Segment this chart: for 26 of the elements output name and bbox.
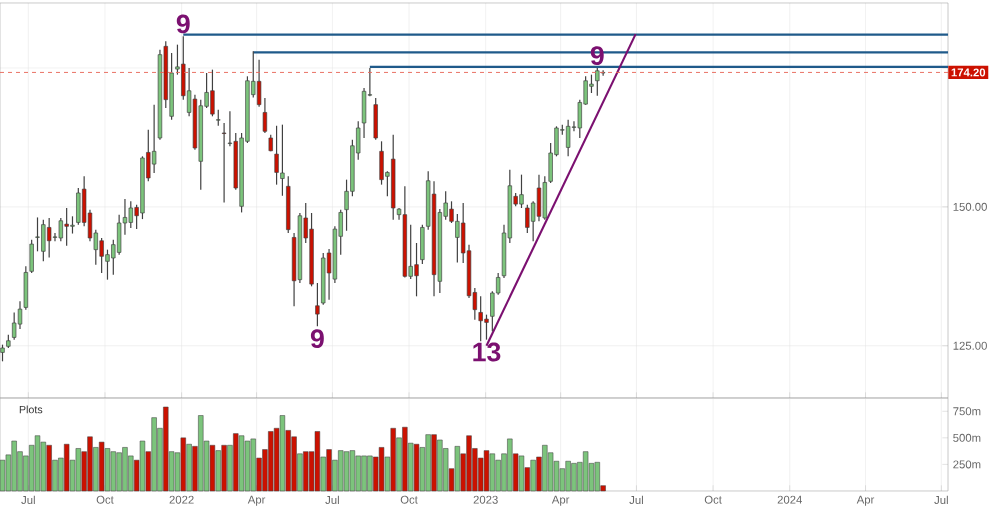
annotation: Plots bbox=[19, 405, 43, 414]
y-tick-label: 250m bbox=[953, 460, 981, 469]
x-tick-label: 2023 bbox=[473, 495, 498, 504]
y-tick-label: 125.00 bbox=[953, 341, 987, 350]
x-tick-label: Jul bbox=[21, 495, 35, 505]
annotation: 9 bbox=[310, 329, 324, 349]
x-tick-label: Oct bbox=[704, 495, 722, 504]
candlestick bbox=[262, 97, 268, 134]
x-tick-label: Oct bbox=[96, 495, 114, 504]
x-tick-label: Apr bbox=[247, 495, 266, 506]
y-tick-label: 500m bbox=[953, 433, 981, 442]
x-tick-label: 2022 bbox=[169, 495, 194, 504]
x-tick-label: Oct bbox=[400, 495, 418, 504]
x-tick-label: 2024 bbox=[777, 495, 803, 504]
x-tick-label: Jul bbox=[629, 495, 643, 505]
x-tick-label: Jul bbox=[934, 495, 948, 505]
y-tick-label: 750m bbox=[953, 407, 981, 416]
x-tick-label: Apr bbox=[856, 495, 875, 506]
annotation: 13 bbox=[473, 342, 501, 362]
ref-line-label: 174.20 bbox=[951, 68, 986, 77]
y-tick-label: 150.00 bbox=[953, 202, 987, 211]
candlestick bbox=[221, 122, 227, 204]
annotation: 9 bbox=[176, 14, 190, 34]
x-tick-label: Jul bbox=[325, 495, 339, 505]
x-tick-label: Apr bbox=[551, 495, 570, 506]
candlestick bbox=[315, 282, 320, 327]
